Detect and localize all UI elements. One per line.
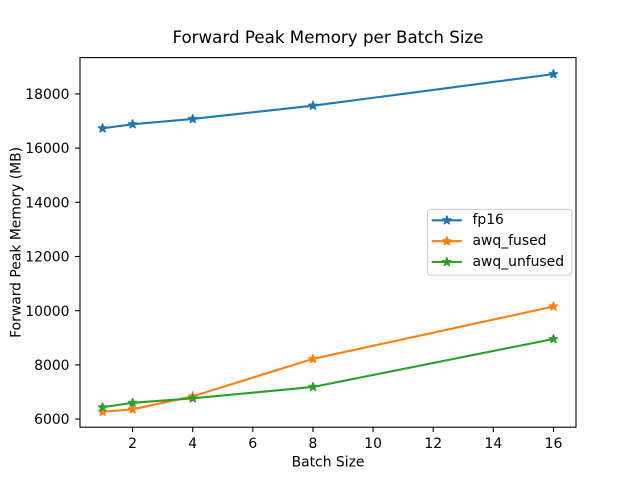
x-tick-label: 4 xyxy=(188,436,197,452)
legend-entry-awq_fused: awq_fused xyxy=(431,233,547,249)
y-tick-label: 16000 xyxy=(25,141,69,157)
star-marker xyxy=(308,381,318,392)
series-awq_unfused xyxy=(97,334,559,412)
x-tick-label: 16 xyxy=(545,436,563,452)
star-marker xyxy=(187,393,198,403)
legend-label: awq_fused xyxy=(473,233,547,249)
legend-label: awq_unfused xyxy=(473,254,565,270)
legend-star-marker xyxy=(442,215,452,225)
y-axis-ticks: 6000 8000 10000 12000 14000 16000 18000 xyxy=(25,87,80,428)
star-marker xyxy=(97,402,108,412)
star-marker xyxy=(127,119,138,129)
legend-star-marker xyxy=(442,257,452,267)
axes-frame xyxy=(79,57,577,428)
axes-spines xyxy=(79,57,577,428)
x-tick-label: 8 xyxy=(309,436,318,452)
star-marker xyxy=(548,334,559,344)
x-tick-label: 2 xyxy=(128,436,137,452)
series-fp16 xyxy=(97,69,559,133)
y-tick-label: 10000 xyxy=(25,304,69,320)
x-axis-label: Batch Size xyxy=(292,455,365,471)
y-tick-label: 6000 xyxy=(34,412,69,428)
legend: fp16 awq_fused awq_unfused xyxy=(427,208,573,276)
x-tick-label: 6 xyxy=(248,436,257,452)
star-marker xyxy=(97,123,108,133)
y-tick-label: 14000 xyxy=(25,195,69,211)
data-series xyxy=(97,69,559,416)
y-tick-label: 8000 xyxy=(34,358,69,374)
legend-frame xyxy=(427,208,573,276)
x-tick-label: 12 xyxy=(424,436,442,452)
star-marker xyxy=(548,69,559,79)
x-axis-ticks: 2 4 6 8 10 12 14 16 xyxy=(128,427,562,452)
x-tick-label: 10 xyxy=(364,436,382,452)
x-tick-label: 14 xyxy=(484,436,502,452)
chart-title: Forward Peak Memory per Batch Size xyxy=(172,27,483,47)
y-tick-label: 18000 xyxy=(25,87,69,103)
legend-entry-fp16: fp16 xyxy=(431,212,504,228)
star-marker xyxy=(127,404,138,414)
star-marker xyxy=(548,301,559,311)
star-marker xyxy=(308,100,318,110)
legend-label: fp16 xyxy=(473,212,504,228)
star-marker xyxy=(308,353,318,364)
y-axis-label: Forward Peak Memory (MB) xyxy=(9,147,25,338)
legend-entry-awq_unfused: awq_unfused xyxy=(431,254,565,270)
star-marker xyxy=(187,113,198,124)
y-tick-label: 12000 xyxy=(25,250,69,266)
legend-star-marker xyxy=(442,236,452,246)
star-marker xyxy=(127,397,138,407)
